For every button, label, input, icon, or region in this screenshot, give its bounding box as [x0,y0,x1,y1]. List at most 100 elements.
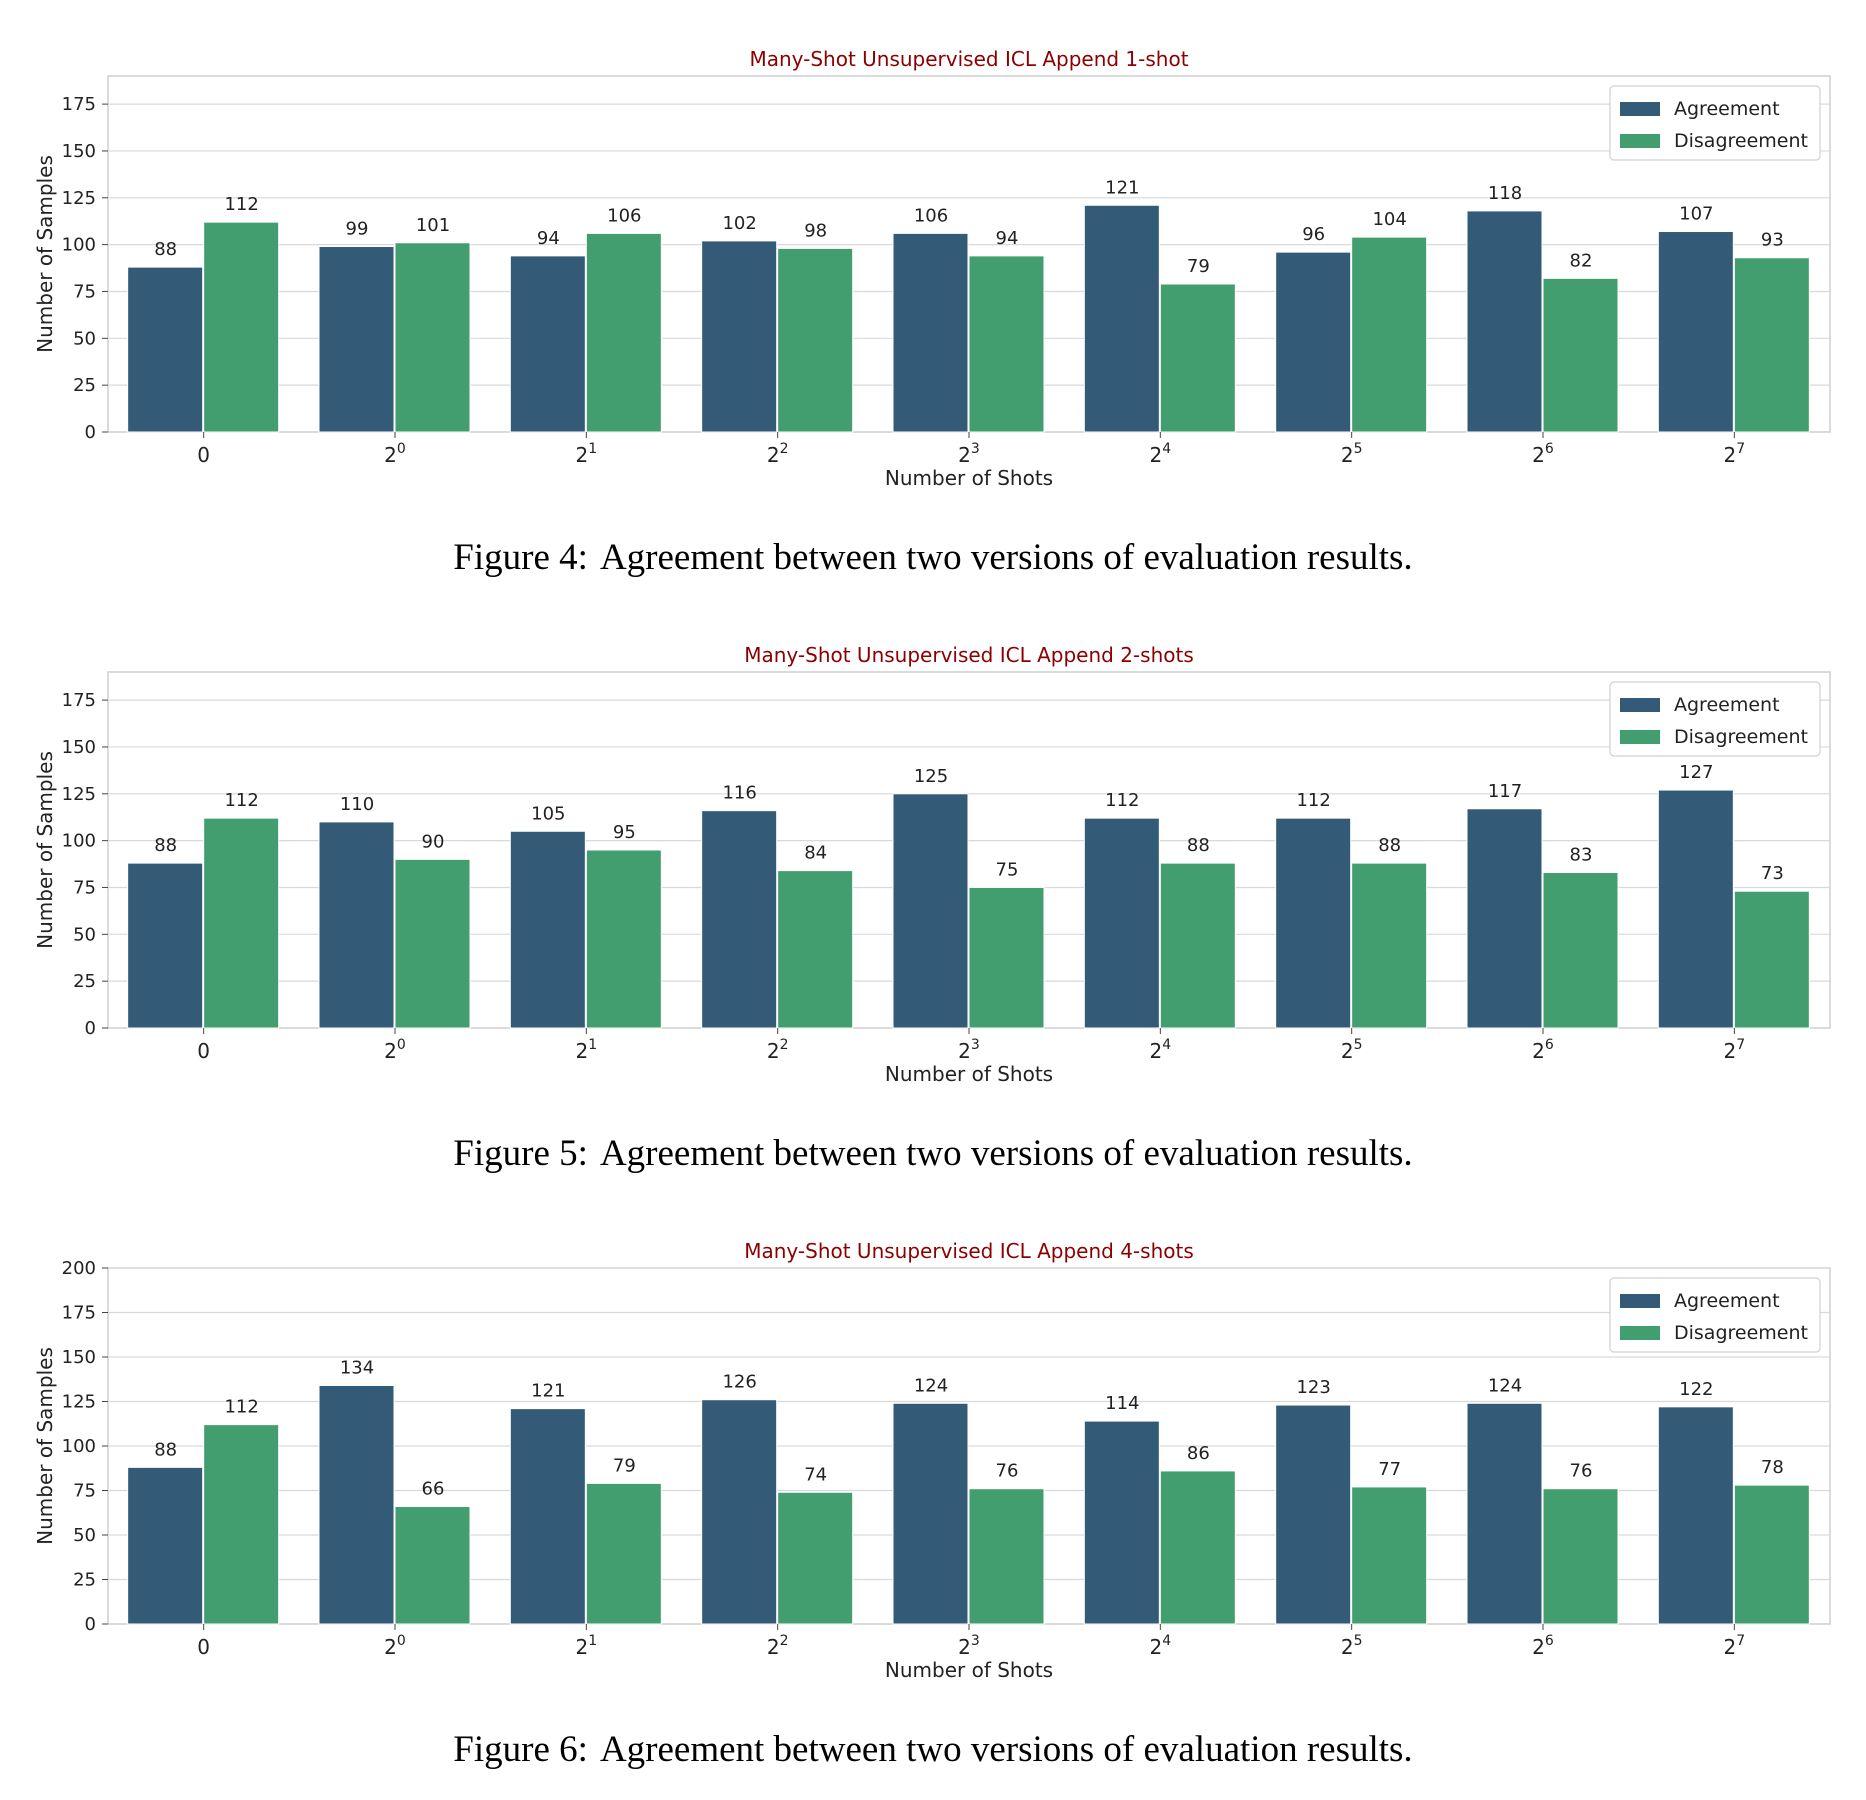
y-tick-label: 150 [62,737,96,758]
y-tick-label: 0 [85,1614,96,1635]
bar-disagreement [968,1488,1045,1625]
data-label: 125 [914,766,948,787]
data-label: 104 [1372,209,1406,230]
x-tick-label: 24 [1150,1037,1172,1063]
y-tick-label: 100 [62,1436,96,1457]
y-tick-label: 25 [73,1570,96,1591]
data-label: 110 [340,794,374,815]
bar-disagreement [585,849,662,1029]
data-label: 90 [422,831,445,852]
figure-caption: Figure 6: Agreement between two versions … [0,1728,1866,1771]
legend-swatch-agreement [1620,1294,1660,1308]
y-tick-label: 175 [62,94,96,115]
data-label: 86 [1187,1443,1210,1464]
x-tick-label: 21 [576,441,598,467]
x-tick-label: 27 [1724,1633,1746,1659]
bar-disagreement [203,817,280,1029]
bar-agreement [318,821,395,1029]
x-tick-label: 20 [384,441,406,467]
data-label: 121 [531,1381,565,1402]
bar-disagreement [394,242,471,433]
data-label: 79 [1187,256,1210,277]
caption-text: Agreement between two versions of evalua… [599,1729,1413,1770]
data-label: 112 [224,194,258,215]
legend-swatch-disagreement [1620,1326,1660,1340]
legend-label-disagreement: Disagreement [1674,1322,1808,1344]
data-label: 96 [1302,224,1325,245]
chart-title: Many-Shot Unsupervised ICL Append 2-shot… [744,643,1194,667]
data-label: 107 [1679,204,1713,225]
legend-label-disagreement: Disagreement [1674,130,1808,152]
data-label: 121 [1105,177,1139,198]
bar-disagreement [1542,871,1619,1029]
data-label: 116 [722,783,756,804]
data-label: 112 [1296,790,1330,811]
data-label: 122 [1679,1379,1713,1400]
data-label: 102 [722,213,756,234]
legend-swatch-disagreement [1620,134,1660,148]
x-axis-label: Number of Shots [885,1658,1053,1682]
data-label: 123 [1296,1377,1330,1398]
bar-agreement [318,246,395,433]
data-label: 112 [224,790,258,811]
data-label: 94 [537,228,560,249]
bar-agreement [1083,817,1160,1029]
bar-agreement [127,1466,204,1625]
y-tick-label: 25 [73,375,96,396]
bar-agreement [1657,231,1734,433]
caption-text: Agreement between two versions of evalua… [599,537,1413,578]
bar-disagreement [1542,1488,1619,1625]
bar-disagreement [1351,862,1428,1029]
data-label: 75 [996,859,1019,880]
bar-disagreement [1733,890,1810,1029]
data-label: 88 [154,239,177,260]
caption-text: Agreement between two versions of evalua… [599,1133,1413,1174]
data-label: 88 [1378,835,1401,856]
y-axis-label: Number of Samples [33,1347,57,1545]
bar-agreement [509,255,586,433]
bar-agreement [892,232,969,433]
bar-disagreement [1159,283,1236,433]
data-label: 127 [1679,762,1713,783]
bar-agreement [127,862,204,1029]
x-tick-label: 22 [767,441,789,467]
bar-disagreement [1159,1470,1236,1625]
bar-disagreement [1159,862,1236,1029]
bar-agreement [701,810,778,1029]
y-tick-label: 125 [62,188,96,209]
bar-disagreement [1733,257,1810,433]
bar-agreement [892,793,969,1029]
data-label: 112 [1105,790,1139,811]
caption-number: Figure 5: [453,1133,588,1174]
data-label: 84 [804,843,827,864]
data-label: 101 [416,215,450,236]
bar-disagreement [968,255,1045,433]
bar-disagreement [203,221,280,433]
data-label: 99 [346,219,369,240]
y-axis-label: Number of Samples [33,155,57,353]
figure-caption: Figure 4: Agreement between two versions … [0,536,1866,579]
legend-swatch-agreement [1620,698,1660,712]
caption-number: Figure 6: [453,1729,588,1770]
legend [1609,681,1821,757]
x-tick-label: 27 [1724,441,1746,467]
y-tick-label: 0 [85,422,96,443]
data-label: 124 [914,1375,948,1396]
bar-agreement [701,240,778,433]
data-label: 82 [1570,250,1593,271]
x-tick-label: 25 [1341,1633,1363,1659]
caption-number: Figure 4: [453,537,588,578]
bar-agreement [701,1399,778,1625]
data-label: 79 [613,1455,636,1476]
data-label: 93 [1761,230,1784,251]
bar-agreement [1275,251,1352,433]
legend-swatch-agreement [1620,102,1660,116]
bar-disagreement [394,858,471,1029]
bar-disagreement [777,1491,854,1625]
x-tick-label: 26 [1532,441,1554,467]
data-label: 134 [340,1357,374,1378]
data-label: 76 [996,1461,1019,1482]
bar-disagreement [1542,277,1619,433]
chart-title: Many-Shot Unsupervised ICL Append 1-shot [749,47,1188,71]
